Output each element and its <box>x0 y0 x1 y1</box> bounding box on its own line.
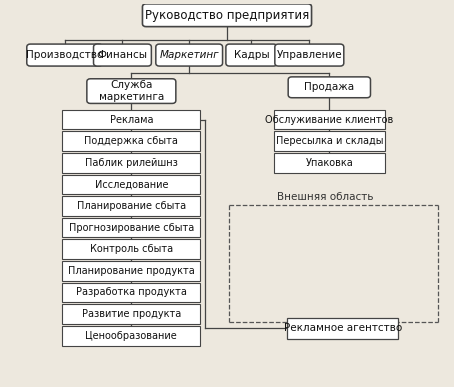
Text: Кадры: Кадры <box>234 50 269 60</box>
FancyBboxPatch shape <box>143 4 311 27</box>
Text: Упаковка: Упаковка <box>306 158 353 168</box>
Text: Рекламное агентство: Рекламное агентство <box>284 323 402 333</box>
FancyBboxPatch shape <box>288 77 370 98</box>
Bar <box>62 261 200 281</box>
Text: Реклама: Реклама <box>109 115 153 125</box>
Text: Внешняя область: Внешняя область <box>276 192 373 202</box>
FancyBboxPatch shape <box>27 44 103 66</box>
Bar <box>274 131 385 151</box>
Text: Производство: Производство <box>26 50 104 60</box>
Text: Прогнозирование сбыта: Прогнозирование сбыта <box>69 223 194 233</box>
FancyBboxPatch shape <box>94 44 151 66</box>
Text: Исследование: Исследование <box>94 180 168 189</box>
Bar <box>274 153 385 173</box>
Text: Пересылка и склады: Пересылка и склады <box>276 136 383 146</box>
FancyBboxPatch shape <box>156 44 222 66</box>
Text: Продажа: Продажа <box>304 82 355 92</box>
Text: Обслуживание клиентов: Обслуживание клиентов <box>265 115 394 125</box>
Bar <box>62 175 200 194</box>
Text: Поддержка сбыта: Поддержка сбыта <box>84 136 178 146</box>
Bar <box>62 240 200 259</box>
Bar <box>62 218 200 238</box>
Bar <box>62 304 200 324</box>
Text: Паблик рилейшнз: Паблик рилейшнз <box>85 158 178 168</box>
FancyBboxPatch shape <box>226 44 277 66</box>
Bar <box>62 131 200 151</box>
Text: Управление: Управление <box>276 50 342 60</box>
Text: Руководство предприятия: Руководство предприятия <box>145 9 309 22</box>
Bar <box>287 318 398 339</box>
Bar <box>274 110 385 129</box>
Text: Ценообразование: Ценообразование <box>85 331 177 341</box>
Text: Разработка продукта: Разработка продукта <box>76 288 187 298</box>
Text: Контроль сбыта: Контроль сбыта <box>90 244 173 254</box>
Text: Служба
маркетинга: Служба маркетинга <box>99 80 164 102</box>
Bar <box>62 110 200 129</box>
Text: Развитие продукта: Развитие продукта <box>82 309 181 319</box>
FancyBboxPatch shape <box>87 79 176 103</box>
Text: Планирование продукта: Планирование продукта <box>68 266 195 276</box>
Text: Финансы: Финансы <box>98 50 148 60</box>
Text: Маркетинг: Маркетинг <box>159 50 219 60</box>
Bar <box>62 326 200 346</box>
Bar <box>62 283 200 302</box>
Bar <box>62 153 200 173</box>
Bar <box>62 196 200 216</box>
FancyBboxPatch shape <box>275 44 344 66</box>
Text: Планирование сбыта: Планирование сбыта <box>77 201 186 211</box>
